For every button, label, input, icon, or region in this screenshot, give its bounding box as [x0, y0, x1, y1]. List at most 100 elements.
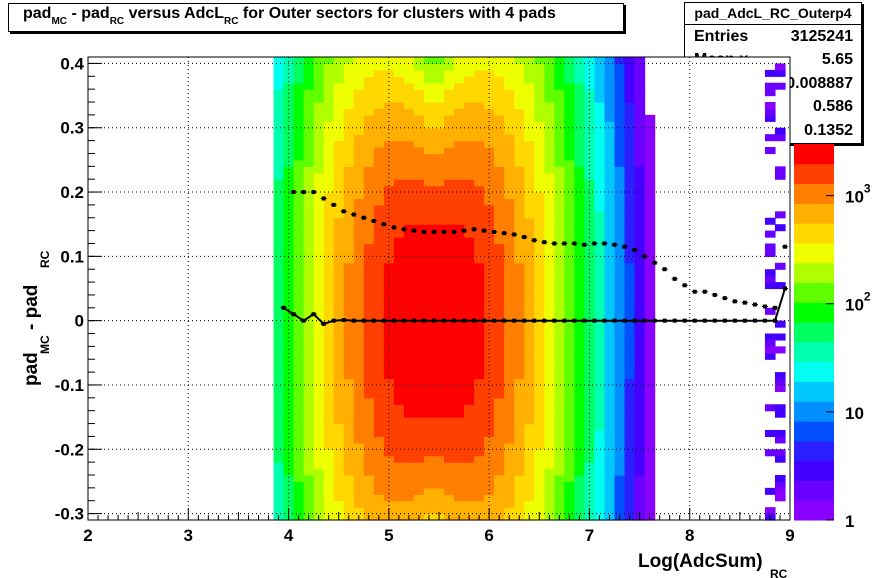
heatmap-cell — [564, 372, 575, 380]
heatmap-cell — [554, 147, 565, 155]
heatmap-cell — [393, 359, 405, 367]
heatmap-cell — [423, 95, 435, 103]
heatmap-cell — [614, 211, 626, 219]
heatmap-cell — [534, 185, 545, 193]
heatmap-cell — [353, 82, 365, 90]
heatmap-cell — [433, 82, 445, 90]
heatmap-cell — [373, 294, 385, 302]
heatmap-cell — [454, 429, 465, 437]
heatmap-cell — [614, 404, 626, 412]
heatmap-cell — [594, 307, 606, 315]
heatmap-cell — [333, 153, 345, 161]
heatmap-cell — [484, 436, 495, 444]
heatmap-cell — [454, 410, 465, 418]
heatmap-cell — [564, 346, 575, 354]
profile-lower-point — [782, 286, 787, 291]
heatmap-cell — [353, 314, 365, 322]
heatmap-cell — [564, 249, 575, 257]
heatmap-cell — [393, 333, 405, 341]
heatmap-cell — [564, 89, 575, 97]
heatmap-cell — [544, 63, 555, 71]
heatmap-cell — [474, 507, 485, 515]
heatmap-cell — [614, 82, 626, 90]
heatmap-cell — [464, 359, 475, 367]
heatmap-cell — [554, 487, 565, 495]
heatmap-cell — [444, 57, 455, 65]
heatmap-cell — [293, 462, 305, 470]
heatmap-cell — [423, 262, 435, 270]
heatmap-cell — [614, 159, 626, 167]
heatmap-cell — [373, 140, 385, 148]
heatmap-cell — [323, 474, 335, 483]
heatmap-cell — [423, 224, 435, 232]
heatmap-cell — [433, 455, 445, 463]
heatmap-cell — [373, 262, 385, 270]
heatmap-cell — [303, 410, 315, 418]
heatmap-cell — [584, 82, 596, 90]
heatmap-cell — [594, 442, 606, 450]
heatmap-cell — [403, 346, 415, 354]
heatmap-cell — [333, 487, 345, 495]
heatmap-cell — [494, 404, 505, 412]
heatmap-cell — [454, 198, 465, 206]
heatmap-cell — [303, 89, 315, 97]
heatmap-cell — [484, 159, 495, 167]
heatmap-cell — [504, 127, 515, 135]
heatmap-cell — [474, 417, 485, 425]
heatmap-cell — [373, 243, 385, 251]
heatmap-cell — [393, 507, 405, 515]
heatmap-cell — [413, 108, 425, 116]
heatmap-cell — [634, 82, 646, 90]
heatmap-cell — [604, 417, 616, 425]
heatmap-cell — [614, 166, 626, 174]
heatmap-cell — [413, 384, 425, 392]
heatmap-cell — [383, 82, 395, 90]
heatmap-cell — [413, 249, 425, 257]
heatmap-cell — [423, 89, 435, 97]
heatmap-cell — [604, 423, 616, 431]
heatmap-cell — [644, 429, 656, 437]
heatmap-cell — [353, 294, 365, 302]
heatmap-cell — [464, 82, 475, 90]
x-tick-label: 8 — [685, 526, 694, 545]
heatmap-cell — [313, 192, 325, 200]
heatmap-cell — [544, 211, 555, 219]
profile-lower-point — [391, 318, 396, 323]
heatmap-cell — [454, 108, 465, 116]
heatmap-cell — [514, 95, 525, 103]
heatmap-cell — [544, 314, 555, 322]
heatmap-cell — [574, 378, 586, 386]
heatmap-cell — [323, 63, 335, 71]
heatmap-cell — [313, 63, 325, 71]
heatmap-cell — [634, 384, 646, 392]
heatmap-cell — [634, 211, 646, 219]
heatmap-cell — [524, 275, 535, 283]
heatmap-cell — [634, 179, 646, 187]
heatmap-cell — [343, 95, 355, 103]
heatmap-cell — [273, 269, 285, 277]
heatmap-cell — [383, 423, 395, 431]
heatmap-cell — [454, 320, 465, 328]
heatmap-cell — [644, 314, 656, 322]
heatmap-cell — [464, 147, 475, 155]
heatmap-cell — [624, 211, 636, 219]
profile-lower-point — [722, 318, 727, 323]
heatmap-cell — [544, 429, 555, 437]
heatmap-cell — [383, 114, 395, 122]
heatmap-cell — [423, 494, 435, 502]
heatmap-cell — [554, 159, 565, 167]
heatmap-cell — [403, 82, 415, 90]
heatmap-cell — [624, 327, 636, 335]
heatmap-cell — [393, 89, 405, 97]
heatmap-cell — [353, 230, 365, 238]
heatmap-cell — [584, 159, 596, 167]
heatmap-cell — [454, 127, 465, 135]
heatmap-cell — [644, 192, 656, 200]
heatmap-cell — [353, 237, 365, 245]
y-tick-label: 0.4 — [60, 54, 84, 73]
heatmap-cell — [383, 127, 395, 135]
heatmap-cell — [413, 294, 425, 302]
heatmap-cell — [303, 429, 315, 437]
colorbar-label: 102 — [845, 290, 871, 315]
heatmap-cell — [313, 89, 325, 97]
